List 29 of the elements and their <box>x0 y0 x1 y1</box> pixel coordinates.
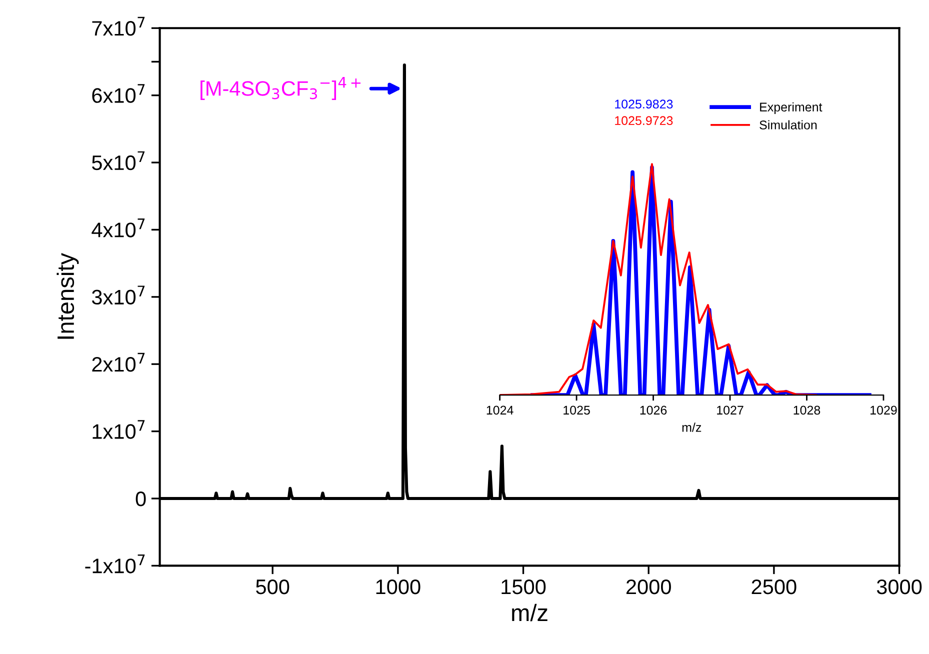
x-tick-label: 3000 <box>876 579 922 594</box>
annotation: 1025.9823 <box>615 100 673 109</box>
y-tick-label: 3x10$^{7}$ <box>92 286 145 305</box>
y-tick-label: 0 <box>136 492 146 506</box>
annotation: [M-4SO$_{3}$CF$_{3}$$^{−}$]$^{4+}$ <box>200 77 360 100</box>
annotation: 1025.9723 <box>615 116 673 126</box>
y-axis-title: Intensity <box>56 252 79 339</box>
x-tick-label: 1029 <box>870 406 897 415</box>
x-tick-label: 1025 <box>564 406 590 415</box>
x-tick-label: 1000 <box>376 579 420 594</box>
x-axis-title: m/z <box>512 604 548 622</box>
legend-label: Experiment <box>760 102 822 114</box>
x-tick-label: 500 <box>256 579 290 594</box>
x-tick-label: 1500 <box>502 579 546 594</box>
y-tick-label: 7x10$^{7}$ <box>92 16 145 36</box>
x-tick-label: 1026 <box>640 406 667 415</box>
y-tick-label: 2x10$^{7}$ <box>92 352 145 372</box>
legend-label: Simulation <box>760 120 817 130</box>
y-tick-label: 4x10$^{7}$ <box>92 218 145 238</box>
x-tick-label: 2000 <box>626 579 671 594</box>
x-tick-label: 1027 <box>717 406 744 415</box>
x-tick-label: 2500 <box>752 579 796 594</box>
y-tick-label: 1x10$^{7}$ <box>92 420 145 439</box>
x-tick-label: 1024 <box>486 406 514 415</box>
x-tick-label: 1028 <box>794 406 820 415</box>
x-axis-title: m/z <box>682 422 702 432</box>
y-tick-label: 6x10$^{7}$ <box>92 84 145 103</box>
y-tick-label: -1x10$^{7}$ <box>85 554 145 574</box>
y-tick-label: 5x10$^{7}$ <box>92 151 145 170</box>
